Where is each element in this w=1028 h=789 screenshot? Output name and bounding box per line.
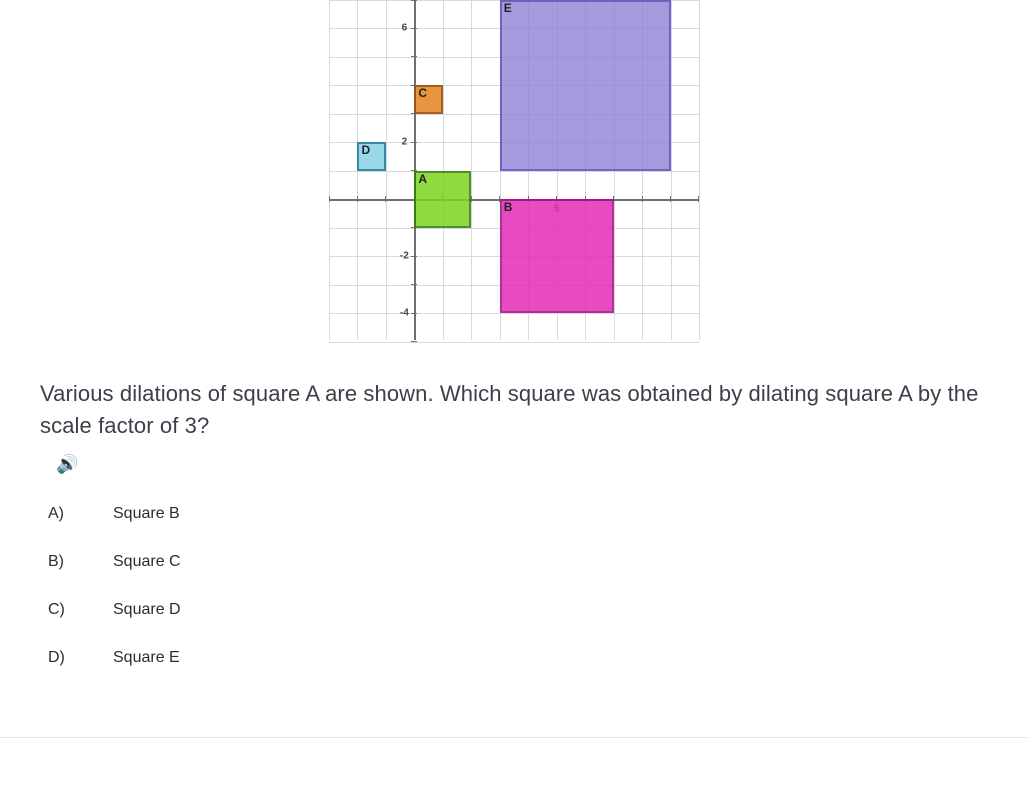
- option-c[interactable]: C)Square D: [48, 601, 988, 619]
- option-text: Square D: [113, 601, 181, 619]
- speaker-icon[interactable]: 🔊: [56, 454, 78, 474]
- y-axis-tick: [411, 0, 417, 1]
- grid-line-horizontal: [329, 313, 699, 314]
- option-key: B): [48, 553, 113, 571]
- option-key: D): [48, 649, 113, 667]
- y-axis-tick: [411, 284, 417, 285]
- option-key: C): [48, 601, 113, 619]
- x-axis-tick: [385, 196, 386, 202]
- option-b[interactable]: B)Square C: [48, 553, 988, 571]
- square-label-c: C: [416, 86, 429, 100]
- y-tick-label: -4: [400, 308, 409, 319]
- grid-line-horizontal: [329, 342, 699, 343]
- x-axis-tick: [357, 196, 358, 202]
- square-b: [500, 199, 614, 313]
- y-tick-label: 6: [402, 23, 408, 34]
- dilation-grid-chart: 62-2-45ABCDE: [329, 0, 699, 340]
- square-label-a: A: [416, 172, 429, 186]
- y-axis-tick: [411, 256, 417, 257]
- y-tick-label: 2: [402, 137, 408, 148]
- option-key: A): [48, 505, 113, 523]
- square-e: [500, 0, 671, 171]
- answer-options: A)Square B B)Square C C)Square D D)Square E: [0, 505, 1028, 727]
- square-label-d: D: [359, 143, 372, 157]
- divider: [0, 737, 1028, 738]
- y-axis-tick: [411, 56, 417, 57]
- option-d[interactable]: D)Square E: [48, 649, 988, 667]
- y-tick-label: -2: [400, 251, 409, 262]
- y-axis-tick: [411, 142, 417, 143]
- x-axis-tick: [329, 196, 330, 202]
- question-text: Various dilations of square A are shown.…: [0, 370, 1028, 448]
- y-axis-tick: [411, 313, 417, 314]
- x-axis-tick: [698, 196, 699, 202]
- option-text: Square C: [113, 553, 181, 571]
- square-label-b: B: [502, 200, 515, 214]
- y-axis-tick: [411, 28, 417, 29]
- x-axis-tick: [670, 196, 671, 202]
- option-text: Square E: [113, 649, 180, 667]
- y-axis-tick: [411, 341, 417, 342]
- audio-row: 🔊: [0, 448, 1028, 505]
- grid-line-horizontal: [329, 171, 699, 172]
- option-a[interactable]: A)Square B: [48, 505, 988, 523]
- option-text: Square B: [113, 505, 180, 523]
- chart-container: 62-2-45ABCDE: [0, 0, 1028, 370]
- grid-line-vertical: [699, 0, 700, 340]
- x-axis-tick: [642, 196, 643, 202]
- square-label-e: E: [502, 1, 514, 15]
